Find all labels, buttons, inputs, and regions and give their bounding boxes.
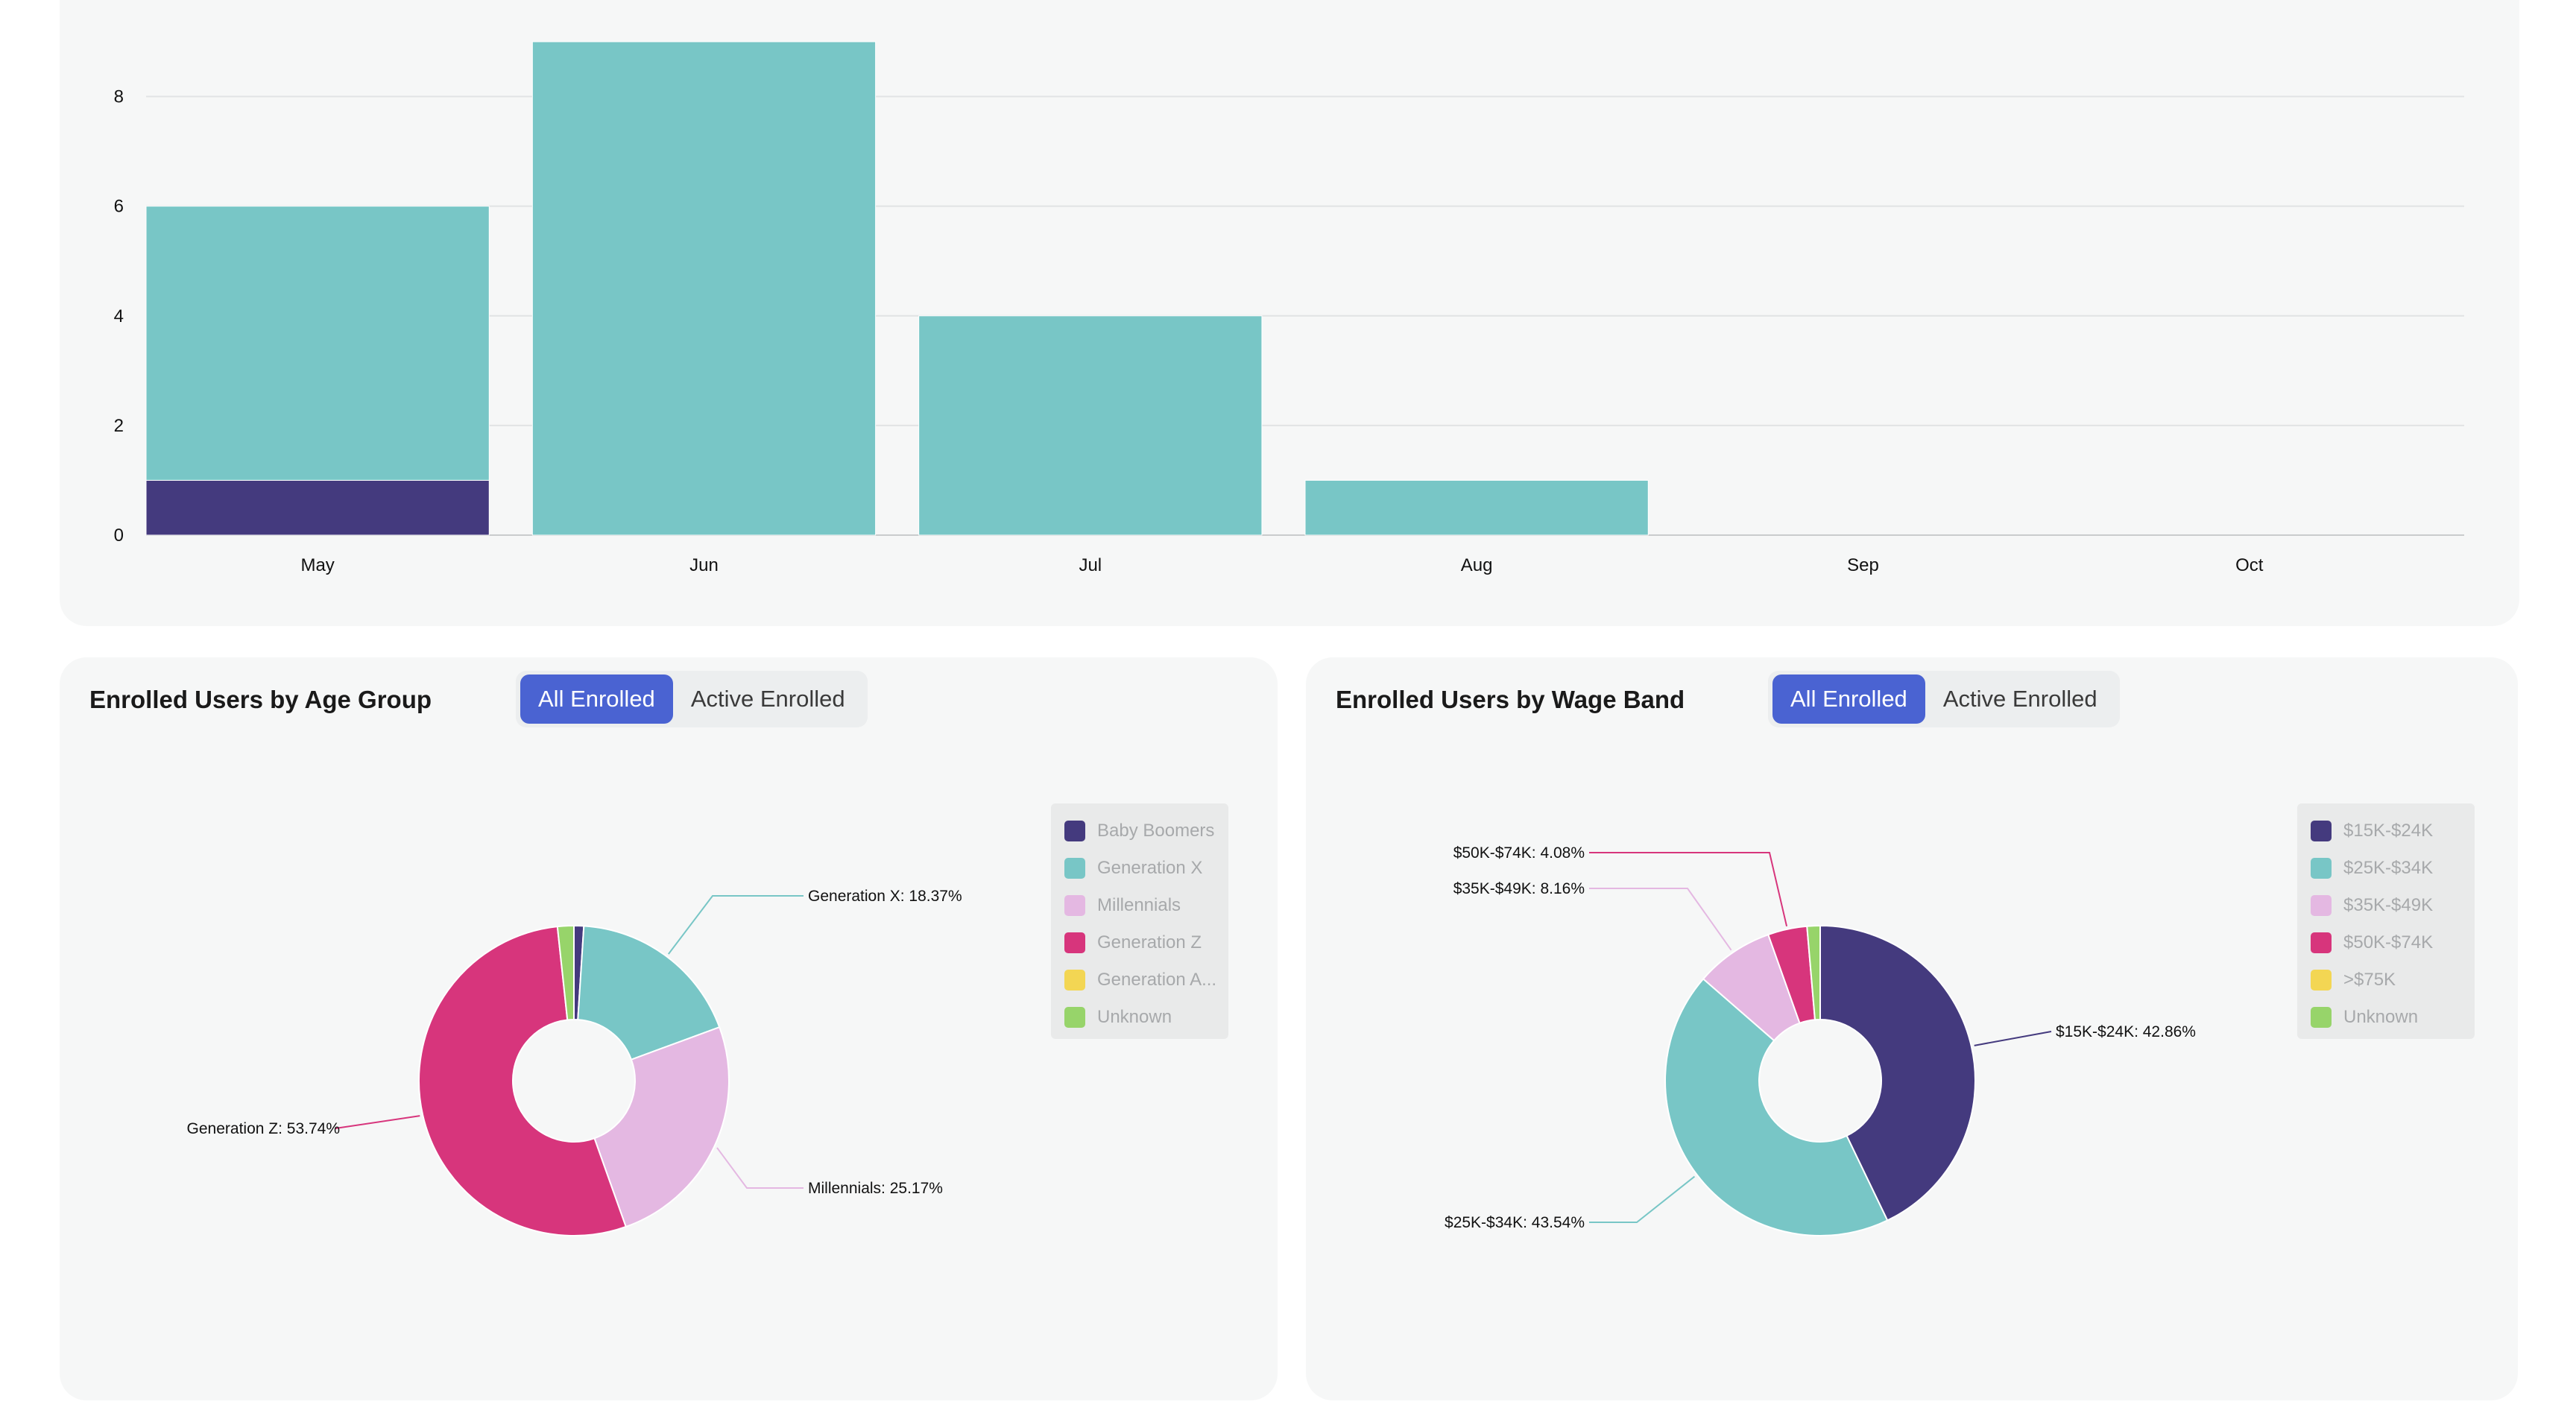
- donut-slice-5[interactable]: [1806, 924, 1821, 1021]
- legend-swatch: [2311, 895, 2332, 916]
- monthly-enrollment-bar-chart: 0 2 4 6 8 May Jun Jul Aug Sep Oct: [114, 41, 2464, 575]
- age-group-donut-chart: Generation X: 18.37% Millennials: 25.17% G…: [187, 888, 962, 1236]
- donut-slice-5[interactable]: [556, 924, 575, 1021]
- legend-label: Generation A...: [1097, 970, 1215, 990]
- donut-slice-3[interactable]: [418, 926, 627, 1236]
- age-active-enrolled-button[interactable]: Active Enrolled: [690, 686, 845, 712]
- legend-item[interactable]: $15K-$24K: [2311, 812, 2461, 850]
- legend-label: $50K-$74K: [2343, 932, 2434, 952]
- slice-leader-line: [1589, 888, 1732, 951]
- slice-label: Generation Z: 53.74%: [187, 1120, 340, 1137]
- legend-label: Baby Boomers: [1097, 821, 1215, 841]
- slice-leader-line: [716, 1147, 804, 1189]
- slice-label: $35K-$49K: 8.16%: [1453, 880, 1585, 897]
- age-all-enrolled-button[interactable]: All Enrolled: [520, 674, 673, 724]
- bar-segment-jun-1[interactable]: [531, 41, 877, 536]
- bar-segment-jul-1[interactable]: [918, 315, 1263, 536]
- legend-swatch: [2311, 932, 2332, 953]
- legend-swatch: [1064, 970, 1085, 991]
- age-enrollment-toggle: All Enrolled Active Enrolled: [516, 671, 868, 727]
- bar-segment-may-1[interactable]: [145, 206, 490, 481]
- wage-all-enrolled-button[interactable]: All Enrolled: [1772, 674, 1925, 724]
- slice-leader-line: [1974, 1031, 2052, 1046]
- y-tick-label: 6: [114, 197, 124, 217]
- legend-label: Generation X: [1097, 858, 1203, 878]
- slice-leader-line: [335, 1115, 420, 1129]
- legend-item[interactable]: Unknown: [1064, 999, 1215, 1036]
- legend-swatch: [2311, 821, 2332, 841]
- x-tick-label-jun: Jun: [689, 555, 719, 575]
- slice-leader-line: [668, 895, 804, 955]
- legend-label: Generation Z: [1097, 932, 1202, 952]
- monthly-enrollment-bar-card: 0 2 4 6 8 May Jun Jul Aug Sep Oct: [60, 0, 2519, 626]
- legend-swatch: [2311, 858, 2332, 879]
- legend-item[interactable]: $25K-$34K: [2311, 850, 2461, 887]
- x-tick-label-sep: Sep: [1847, 555, 1879, 575]
- y-tick-label: 2: [114, 416, 124, 436]
- wage-active-enrolled-button[interactable]: Active Enrolled: [1942, 686, 2097, 712]
- legend-label: >$75K: [2343, 970, 2396, 990]
- age-group-card: Enrolled Users by Age Group All Enrolled…: [60, 657, 1278, 1400]
- x-tick-label-aug: Aug: [1461, 555, 1493, 575]
- slice-leader-line: [1589, 1175, 1696, 1223]
- legend-label: $15K-$24K: [2343, 821, 2434, 841]
- legend-label: Unknown: [2343, 1007, 2419, 1027]
- y-tick-label: 8: [114, 87, 124, 107]
- legend-item[interactable]: Generation Z: [1064, 924, 1215, 961]
- legend-item[interactable]: Generation X: [1064, 850, 1215, 887]
- slice-leader-line: [1589, 852, 1788, 927]
- legend-item[interactable]: Generation A...: [1064, 961, 1215, 999]
- wage-enrollment-toggle: All Enrolled Active Enrolled: [1768, 671, 2120, 727]
- legend-swatch: [1064, 895, 1085, 916]
- slice-label: Generation X: 18.37%: [808, 888, 962, 905]
- bar-segment-may-0[interactable]: [145, 479, 490, 536]
- bar-segment-aug-1[interactable]: [1304, 479, 1649, 536]
- x-tick-label-may: May: [300, 555, 334, 575]
- legend-item[interactable]: >$75K: [2311, 961, 2461, 999]
- y-tick-label: 4: [114, 306, 124, 326]
- legend-item[interactable]: Unknown: [2311, 999, 2461, 1036]
- y-tick-label: 0: [114, 525, 124, 546]
- donut-slice-2[interactable]: [593, 1026, 730, 1228]
- wage-band-donut-chart: $15K-$24K: 42.86% $25K-$34K: 43.54% $35K-$…: [1445, 844, 2196, 1236]
- slice-label: $25K-$34K: 43.54%: [1445, 1214, 1585, 1231]
- slice-label: Millennials: 25.17%: [808, 1180, 943, 1197]
- legend-swatch: [1064, 858, 1085, 879]
- legend-swatch: [1064, 1007, 1085, 1028]
- wage-band-legend: $15K-$24K $25K-$34K $35K-$49K $50K-$74K >$75…: [2297, 803, 2475, 1039]
- age-group-legend: Baby Boomers Generation X Millennials Gener…: [1051, 803, 1228, 1039]
- legend-label: Millennials: [1097, 895, 1181, 915]
- legend-swatch: [1064, 932, 1085, 953]
- x-tick-label-oct: Oct: [2235, 555, 2264, 575]
- donut-slice-1[interactable]: [1664, 978, 1889, 1236]
- legend-item[interactable]: $35K-$49K: [2311, 887, 2461, 924]
- slice-label: $15K-$24K: 42.86%: [2056, 1023, 2196, 1040]
- legend-label: Unknown: [1097, 1007, 1172, 1027]
- donut-slice-1[interactable]: [577, 925, 721, 1061]
- age-group-title: Enrolled Users by Age Group: [89, 686, 432, 713]
- slice-label: $50K-$74K: 4.08%: [1453, 844, 1585, 862]
- wage-band-card: Enrolled Users by Wage Band All Enrolled…: [1306, 657, 2518, 1400]
- legend-swatch: [2311, 1007, 2332, 1028]
- wage-band-title: Enrolled Users by Wage Band: [1336, 686, 1685, 713]
- legend-item[interactable]: $50K-$74K: [2311, 924, 2461, 961]
- donut-slice-0[interactable]: [1819, 924, 1976, 1222]
- x-tick-label-jul: Jul: [1079, 555, 1102, 575]
- legend-label: $35K-$49K: [2343, 895, 2434, 915]
- legend-swatch: [2311, 970, 2332, 991]
- legend-label: $25K-$34K: [2343, 858, 2434, 878]
- legend-item[interactable]: Baby Boomers: [1064, 812, 1215, 850]
- legend-item[interactable]: Millennials: [1064, 887, 1215, 924]
- legend-swatch: [1064, 821, 1085, 841]
